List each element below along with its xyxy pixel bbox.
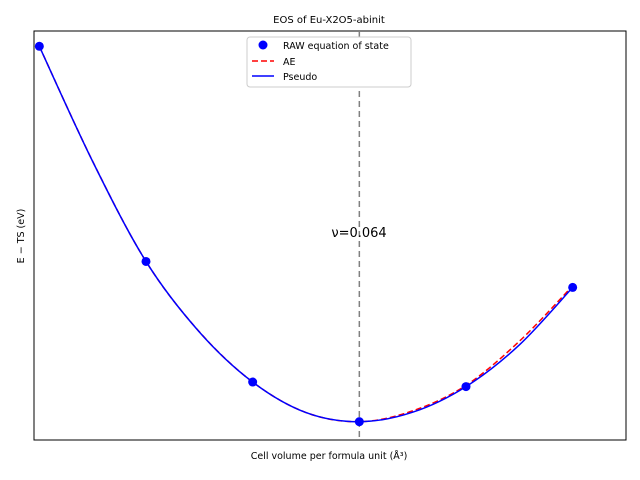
legend-label-raw: RAW equation of state bbox=[283, 41, 389, 52]
raw-point bbox=[568, 282, 578, 292]
plot-area bbox=[33, 30, 627, 441]
series-line-pseudo bbox=[38, 45, 574, 423]
legend-label-ae: AE bbox=[283, 57, 296, 68]
raw-point bbox=[141, 256, 151, 266]
raw-point bbox=[354, 417, 364, 427]
raw-point bbox=[34, 41, 44, 51]
legend-box bbox=[246, 36, 412, 88]
raw-point bbox=[248, 377, 258, 387]
nu-annotation: ν=0.064 bbox=[331, 226, 386, 241]
raw-point bbox=[461, 382, 471, 392]
y-axis-label: E − TS (eV) bbox=[16, 209, 27, 264]
legend: RAW equation of state AE Pseudo bbox=[246, 36, 412, 88]
axes-frame bbox=[33, 30, 627, 441]
x-axis-label: Cell volume per formula unit (Å³) bbox=[251, 450, 408, 462]
legend-marker-raw bbox=[258, 40, 268, 50]
legend-label-pseudo: Pseudo bbox=[283, 72, 317, 83]
raw-points-group bbox=[34, 41, 578, 427]
chart-title: EOS of Eu-X2O5-abinit bbox=[273, 15, 385, 26]
